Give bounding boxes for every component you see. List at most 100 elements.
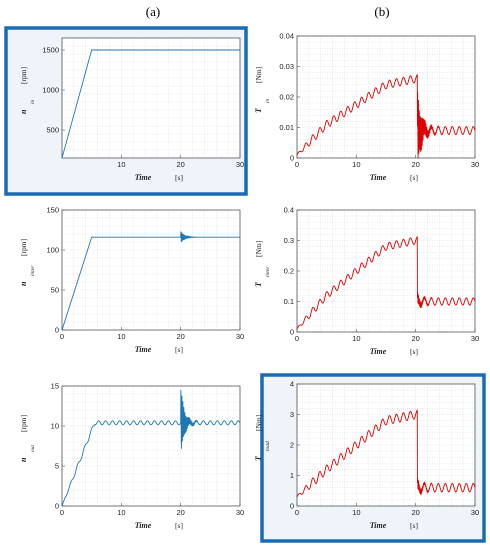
y-axis-unit: [rpm] [19, 415, 28, 432]
series-line-0 [61, 231, 240, 331]
y-tick-label: 5 [55, 462, 59, 471]
x-axis-label: Time [135, 173, 152, 182]
x-tick-label: 30 [471, 160, 479, 169]
plot-area [62, 38, 240, 158]
x-tick-label: 10 [352, 508, 360, 517]
y-axis-label-sub: in [30, 99, 36, 104]
x-tick-label: 10 [352, 160, 360, 169]
y-tick-label: 0.04 [279, 32, 294, 41]
y-axis-label: T [254, 455, 263, 461]
y-tick-label: 2 [290, 441, 294, 450]
x-axis-unit: [s] [410, 173, 418, 182]
y-axis-label-sub: load [265, 441, 271, 451]
y-tick-label: 15 [51, 382, 59, 391]
chart-panel-b1: 0 10 20 30 0 0.01 0.02 0.03 0.04 Time [s] Tin [Nm] [254, 32, 479, 183]
x-axis-unit: [s] [175, 345, 183, 354]
y-tick-label: 3 [290, 410, 294, 419]
x-axis-label: Time [370, 173, 387, 182]
y-tick-label: 0.02 [279, 93, 294, 102]
x-tick-label: 30 [471, 334, 479, 343]
y-axis-unit: [rpm] [19, 67, 28, 84]
x-axis-label: Time [135, 521, 152, 530]
x-tick-label: 20 [176, 508, 184, 517]
plot-area [297, 36, 475, 158]
x-axis-unit: [s] [410, 521, 418, 530]
y-tick-label: 1 [290, 471, 294, 480]
y-axis-label: T [254, 107, 263, 113]
x-axis-label: Time [370, 347, 387, 356]
column-label-a: (a) [146, 4, 160, 19]
x-tick-label: 0 [295, 508, 299, 517]
plot-frame [61, 209, 241, 331]
y-tick-label: 0 [55, 502, 59, 511]
x-tick-label: 30 [236, 508, 244, 517]
plot-area [297, 210, 475, 332]
y-tick-label: 1000 [42, 86, 59, 95]
y-axis-unit: [Nm] [254, 241, 263, 257]
y-axis-label-group: nin [rpm] [19, 67, 36, 114]
y-tick-label: 150 [46, 206, 59, 215]
plot-area [62, 386, 240, 506]
x-tick-label: 30 [236, 160, 244, 169]
x-tick-label: 30 [236, 332, 244, 341]
y-tick-label: 500 [46, 126, 59, 135]
y-tick-label: 4 [290, 380, 294, 389]
y-axis-unit: [Nm] [254, 67, 263, 83]
y-tick-label: 0 [290, 502, 294, 511]
y-axis-label-sub: out [30, 445, 36, 453]
x-tick-label: 30 [471, 508, 479, 517]
y-axis-label: T [254, 281, 263, 287]
x-axis-unit: [s] [175, 521, 183, 530]
x-tick-label: 20 [411, 334, 419, 343]
x-axis-unit: [s] [410, 347, 418, 356]
y-tick-label: 50 [51, 286, 59, 295]
y-tick-label: 0.01 [279, 123, 294, 132]
x-tick-label: 0 [60, 508, 64, 517]
y-tick-label: 0.2 [284, 267, 294, 276]
y-tick-label: 100 [46, 246, 59, 255]
y-axis-label-sub: in [265, 98, 271, 103]
y-tick-label: 0 [290, 154, 294, 163]
series-line-0 [296, 235, 476, 330]
y-axis-label-group: Tin [Nm] [254, 67, 271, 113]
plot-area [297, 384, 475, 506]
x-tick-label: 20 [411, 508, 419, 517]
series-line-0 [296, 409, 476, 498]
series-line-0 [61, 389, 241, 507]
plot-frame [61, 385, 241, 507]
x-tick-label: 20 [176, 332, 184, 341]
x-tick-label: 10 [117, 332, 125, 341]
y-tick-label: 0.03 [279, 62, 294, 71]
x-tick-label: 0 [60, 332, 64, 341]
x-axis-label: Time [135, 345, 152, 354]
y-tick-label: 0 [290, 328, 294, 337]
plot-area [62, 210, 240, 330]
x-tick-label: 20 [411, 160, 419, 169]
series-line-0 [296, 73, 476, 159]
x-axis-label: Time [370, 521, 387, 530]
y-axis-label-sub: inter [265, 266, 271, 277]
x-tick-label: 0 [295, 334, 299, 343]
y-tick-label: 0 [55, 326, 59, 335]
y-tick-label: 0.4 [284, 206, 294, 215]
y-tick-label: 0.3 [284, 236, 294, 245]
y-tick-label: 1500 [42, 46, 59, 55]
x-tick-label: 10 [117, 160, 125, 169]
plot-frame [61, 37, 241, 159]
y-tick-label: 10 [51, 422, 59, 431]
x-axis-unit: [s] [175, 173, 183, 182]
y-axis-label-sub: inter [30, 265, 36, 276]
y-axis-unit: [rpm] [19, 239, 28, 256]
series-line-0 [61, 49, 240, 159]
column-label-b: (b) [374, 4, 389, 19]
y-axis-label: n [19, 109, 28, 114]
